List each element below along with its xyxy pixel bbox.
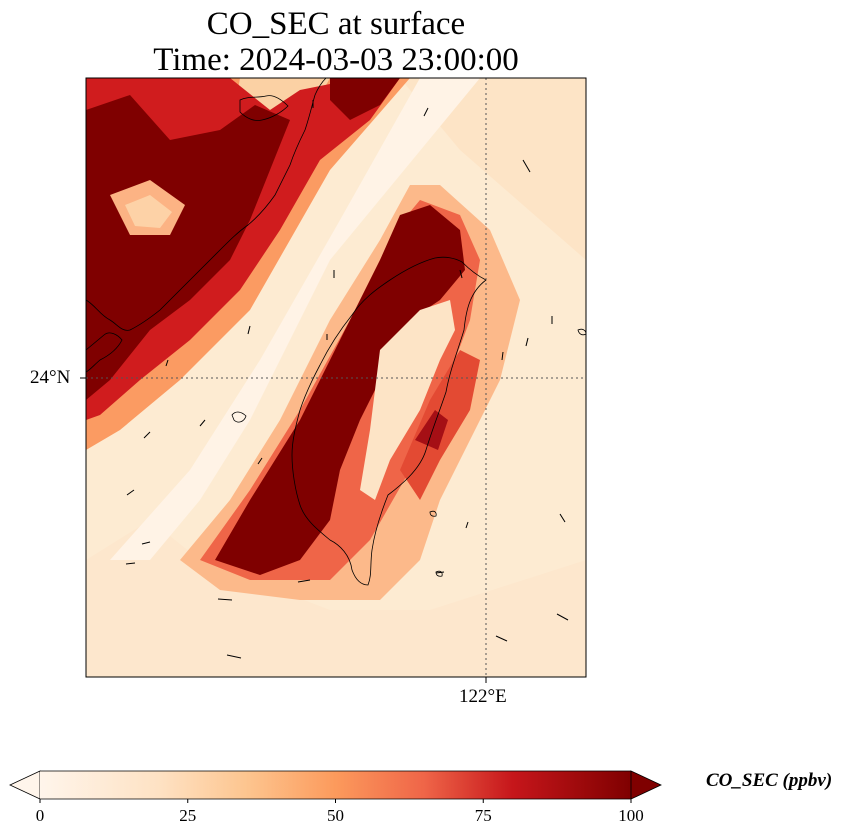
colorbar-extend-min: [9, 770, 41, 800]
wind-vector: [247, 325, 251, 335]
lon-tick-label: 122°E: [459, 686, 507, 707]
wind-vector: [217, 598, 233, 601]
wind-vector: [435, 571, 445, 574]
wind-vector: [226, 654, 242, 659]
wind-vector: [501, 351, 504, 361]
plume-nw-core: [86, 95, 290, 400]
wind-vector: [423, 107, 429, 117]
clean-corridor: [110, 78, 480, 560]
plume-tw-core: [215, 205, 465, 575]
coastlines: [86, 78, 586, 586]
plume-east-core: [415, 410, 448, 450]
orchid-island: [435, 570, 443, 577]
gridlines: [86, 78, 586, 677]
wind-vector: [141, 541, 151, 545]
colorbar-title: CO_SEC (ppbv): [706, 770, 833, 791]
wind-vector: [556, 613, 569, 621]
green-island: [429, 510, 437, 517]
penghu-islands: [231, 411, 247, 423]
colorbar-tick-label: 100: [618, 806, 644, 825]
wind-vector: [559, 513, 566, 523]
taiwan-coast: [291, 256, 487, 586]
wind-vectors: [125, 100, 569, 659]
colorbar-tick-label: 75: [474, 806, 492, 825]
wind-vector: [459, 269, 463, 279]
field-band-south: [86, 520, 586, 677]
colorbar-extend-max: [630, 770, 662, 800]
plume-nw-hole-inner: [125, 195, 172, 228]
wind-vector: [465, 521, 469, 529]
wind-vector: [257, 457, 263, 465]
island-north: [239, 95, 289, 121]
wind-vector: [522, 159, 531, 173]
field-band-light: [400, 78, 586, 260]
wind-vector: [495, 635, 508, 642]
china-coast-2: [86, 332, 123, 373]
plume-nw-core-2: [330, 78, 400, 120]
china-coast: [86, 78, 327, 331]
plot-title-line1: CO_SEC at surface: [206, 6, 466, 42]
wind-vector: [165, 359, 169, 367]
plume-tw-hole: [360, 300, 455, 500]
wind-vector: [525, 337, 529, 347]
wind-vector: [125, 562, 136, 565]
lat-tick-label: 24°N: [30, 367, 71, 388]
colorbar: [9, 770, 662, 803]
colorbar-tick-label: 0: [35, 806, 45, 825]
plot-title-line2: Time: 2024-03-03 23:00:00: [153, 42, 519, 78]
wind-vector: [126, 489, 135, 496]
wind-vector: [297, 579, 311, 583]
yonaguni-island: [577, 328, 586, 336]
colorbar-tick-label: 25: [179, 806, 197, 825]
wind-vector: [199, 419, 206, 427]
wind-vector: [143, 431, 151, 439]
colorbar-gradient: [40, 771, 631, 799]
colorbar-tick-label: 50: [327, 806, 344, 825]
